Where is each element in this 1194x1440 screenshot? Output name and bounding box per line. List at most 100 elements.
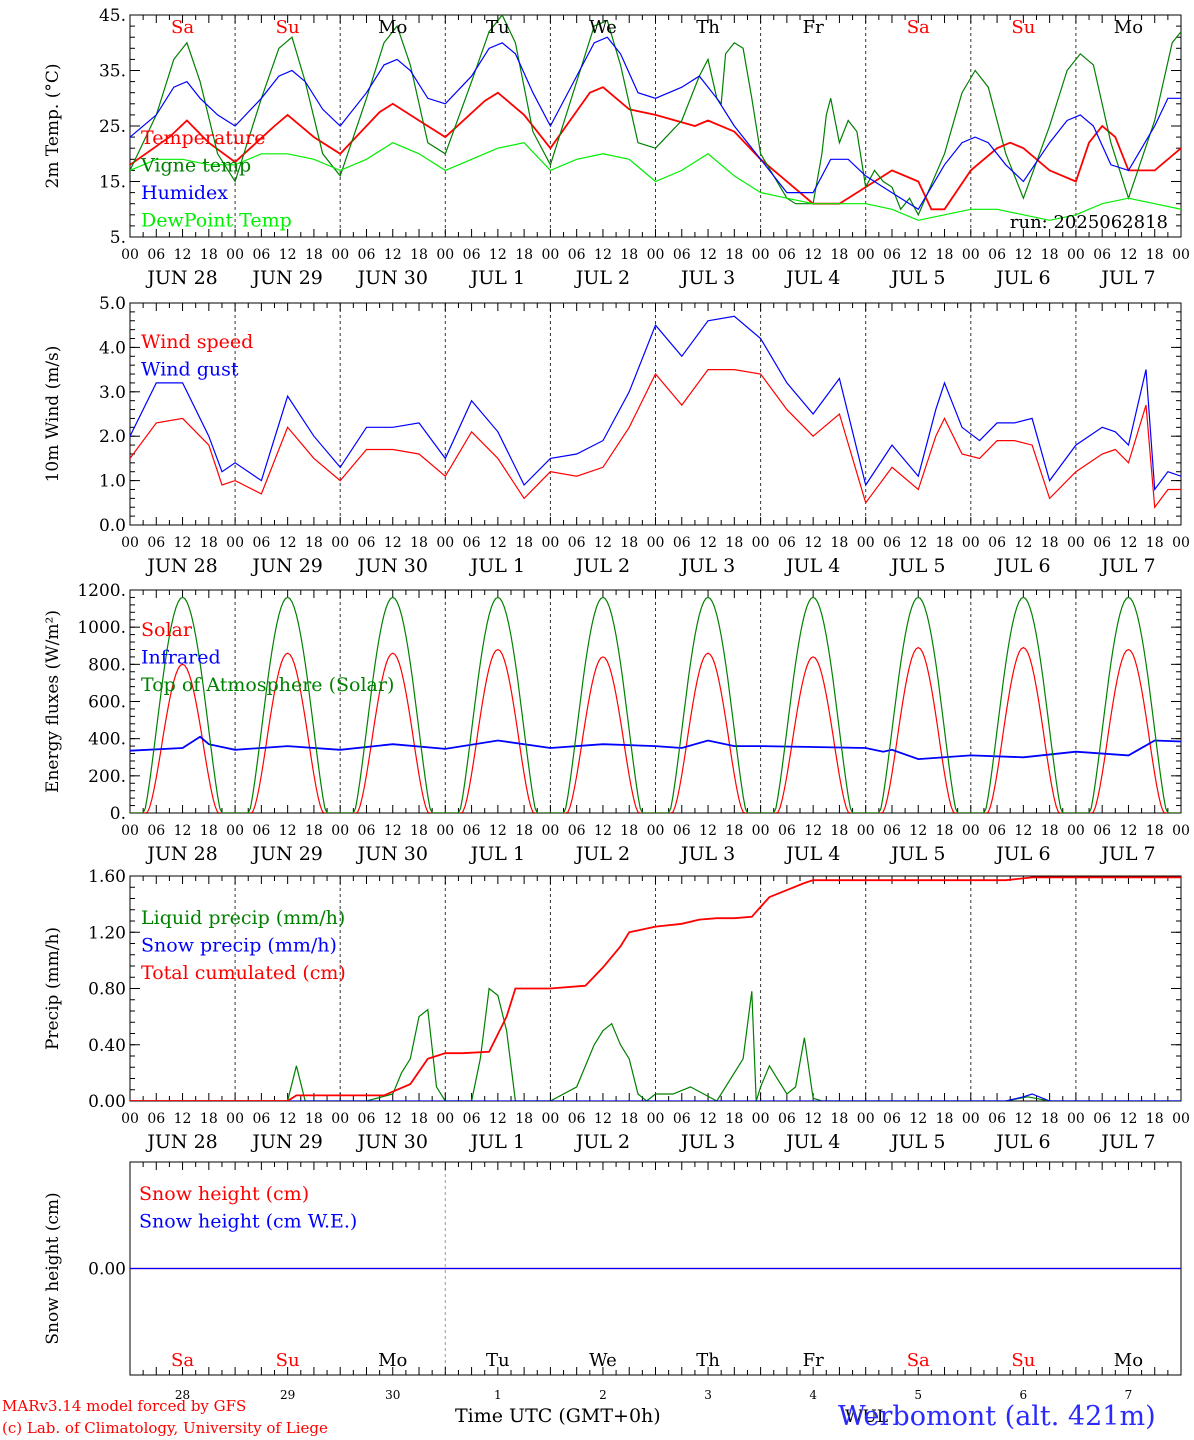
day-number: 5 (914, 1388, 922, 1402)
hour-label: 00 (331, 823, 349, 839)
hour-label: 06 (988, 1111, 1006, 1127)
hour-label: 18 (831, 247, 849, 263)
day-number: 3 (704, 1388, 712, 1402)
series-line (130, 735, 1181, 761)
hour-label: 12 (489, 535, 507, 551)
date-label: JUN 30 (356, 1131, 428, 1153)
hour-label: 18 (725, 1111, 743, 1127)
series-line (130, 596, 1181, 813)
weekday-label: Fr (803, 17, 824, 38)
hour-label: 18 (515, 1111, 533, 1127)
day-number: 28 (175, 1388, 190, 1402)
hour-label: 18 (200, 1111, 218, 1127)
hour-label: 00 (436, 535, 454, 551)
hour-label: 00 (752, 1111, 770, 1127)
weekday-label: Sa (171, 1350, 194, 1371)
hour-label: 00 (1172, 535, 1190, 551)
hour-label: 18 (1041, 1111, 1059, 1127)
hour-label: 06 (463, 823, 481, 839)
hour-label: 18 (725, 247, 743, 263)
date-label: JUN 30 (356, 843, 428, 865)
hour-label: 06 (673, 823, 691, 839)
date-label: JUN 29 (250, 1131, 322, 1153)
hour-label: 12 (1120, 535, 1138, 551)
hour-label: 12 (909, 247, 927, 263)
hour-label: 00 (752, 535, 770, 551)
series-line (130, 369, 1181, 509)
day-number: 7 (1125, 1388, 1133, 1402)
legend-entry: DewPoint Temp (141, 210, 292, 232)
run-label: run: 2025062818 (1010, 212, 1168, 233)
hour-label: 00 (1067, 247, 1085, 263)
hour-label: 06 (252, 247, 270, 263)
y-tick-label: 1.20 (88, 923, 126, 943)
date-label: JUN 30 (356, 267, 428, 289)
x-axis-title: Time UTC (GMT+0h) (455, 1405, 661, 1427)
y-axis-title: Energy fluxes (W/m²) (43, 610, 63, 793)
hour-label: 06 (988, 823, 1006, 839)
hour-label: 00 (1172, 823, 1190, 839)
hour-label: 00 (962, 247, 980, 263)
hour-label: 00 (541, 1111, 559, 1127)
date-label: JUL 2 (574, 1131, 630, 1153)
hour-label: 00 (436, 823, 454, 839)
model-credit: MARv3.14 model forced by GFS (2, 1397, 247, 1415)
weekday-label: Sa (171, 17, 194, 38)
hour-label: 12 (489, 823, 507, 839)
series-line (130, 987, 1181, 1101)
y-tick-label: 1200. (77, 581, 126, 601)
hour-label: 18 (936, 247, 954, 263)
series-line (130, 315, 1181, 492)
y-axis-title: Precip (mm/h) (43, 927, 63, 1050)
legend-entry: Snow height (cm) (139, 1183, 309, 1205)
hour-label: 06 (147, 247, 165, 263)
date-label: JUL 1 (469, 843, 525, 865)
panel-1: 5. 15. 25. 35. 45. 2m Temp. (°C) 00 06 12 18 00 06 1… (43, 6, 1190, 289)
hour-label: 00 (1067, 823, 1085, 839)
hour-label: 12 (699, 1111, 717, 1127)
date-label: JUL 2 (574, 843, 630, 865)
hour-label: 00 (226, 247, 244, 263)
hour-label: 12 (909, 535, 927, 551)
hour-label: 12 (1014, 1111, 1032, 1127)
hour-label: 00 (752, 247, 770, 263)
y-tick-label: 0.80 (88, 980, 126, 1000)
hour-label: 06 (463, 247, 481, 263)
legend-entry: Humidex (141, 182, 228, 204)
series-line (130, 646, 1181, 813)
y-tick-label: 0.00 (88, 1260, 126, 1280)
hour-label: 00 (647, 1111, 665, 1127)
hour-label: 18 (831, 535, 849, 551)
weekday-label: Su (276, 1350, 300, 1371)
hour-label: 06 (778, 247, 796, 263)
legend-entry: Infrared (141, 647, 221, 669)
day-number: 6 (1020, 1388, 1028, 1402)
hour-label: 00 (331, 247, 349, 263)
date-label: JUL 7 (1099, 1131, 1155, 1153)
hour-label: 18 (831, 1111, 849, 1127)
date-label: JUL 6 (994, 267, 1050, 289)
date-label: JUL 2 (574, 267, 630, 289)
date-label: JUL 4 (784, 843, 840, 865)
hour-label: 18 (515, 823, 533, 839)
hour-label: 12 (594, 247, 612, 263)
y-tick-label: 600. (88, 693, 126, 713)
y-axis-title: 10m Wind (m/s) (43, 346, 63, 483)
hour-label: 06 (883, 823, 901, 839)
y-tick-label: 35. (99, 62, 126, 82)
series-line (130, 15, 1181, 217)
hour-label: 12 (1120, 247, 1138, 263)
hour-label: 12 (804, 1111, 822, 1127)
series-line (130, 876, 1181, 1101)
date-label: JUN 28 (145, 555, 217, 577)
hour-label: 18 (200, 823, 218, 839)
hour-label: 18 (305, 1111, 323, 1127)
hour-label: 00 (1067, 535, 1085, 551)
hour-label: 00 (331, 1111, 349, 1127)
y-tick-label: 1.60 (88, 867, 126, 887)
hour-label: 12 (279, 823, 297, 839)
date-label: JUL 1 (469, 267, 525, 289)
hour-label: 00 (857, 247, 875, 263)
hour-label: 00 (647, 247, 665, 263)
y-tick-label: 1.0 (99, 472, 126, 492)
